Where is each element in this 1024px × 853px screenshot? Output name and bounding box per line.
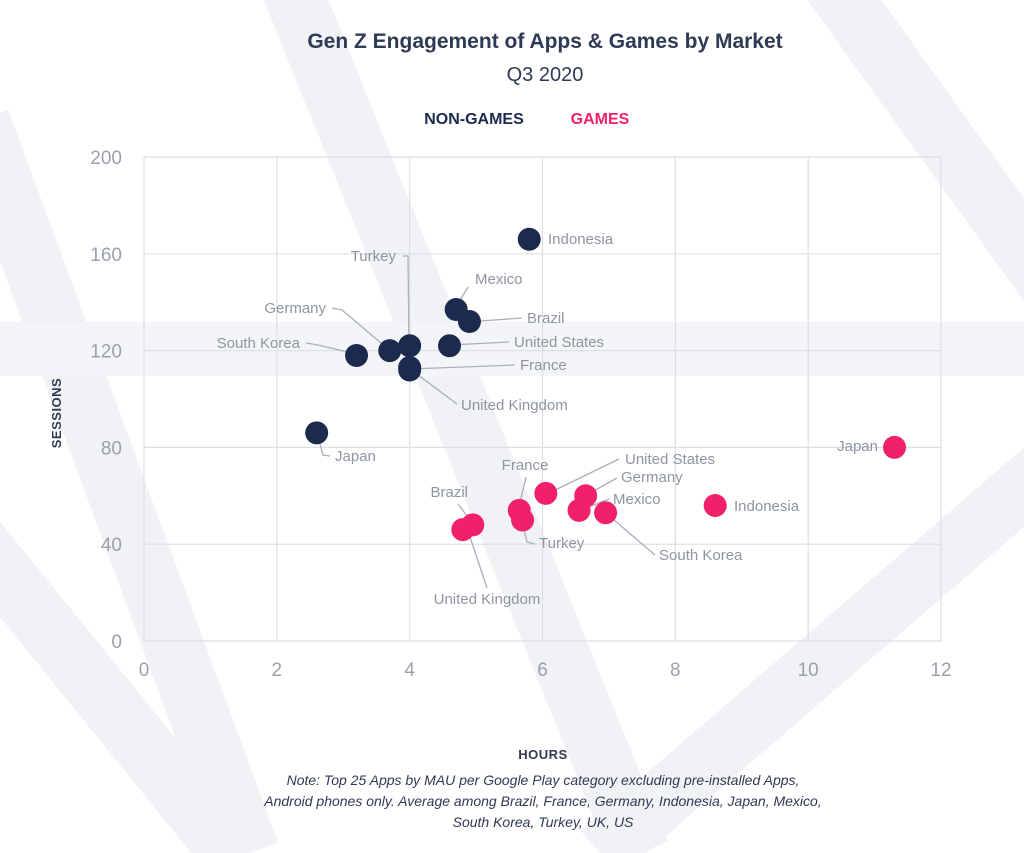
point-games: [883, 435, 907, 459]
y-tick-label: 0: [111, 632, 122, 653]
x-tick-label: 2: [272, 660, 283, 681]
point-label: Germany: [621, 469, 683, 486]
leader-line: [305, 342, 357, 355]
point-label: Germany: [264, 300, 326, 317]
point-non-games: [398, 358, 422, 382]
y-tick-label: 160: [90, 245, 122, 266]
y-tick-label: 80: [101, 438, 122, 459]
leader-line: [606, 513, 656, 556]
point-label: Mexico: [613, 491, 661, 508]
point-label: Mexico: [475, 271, 523, 288]
y-tick-label: 200: [90, 148, 122, 169]
point-non-games: [438, 334, 462, 358]
point-label: Turkey: [351, 248, 397, 265]
point-label: Japan: [837, 438, 878, 455]
point-non-games: [305, 421, 329, 445]
point-non-games: [378, 339, 402, 363]
point-label: Turkey: [539, 535, 585, 552]
x-axis-label: HOURS: [518, 747, 567, 762]
x-tick-label: 8: [670, 660, 681, 681]
background-band: [0, 322, 1024, 376]
point-non-games: [345, 343, 369, 367]
x-tick-label: 6: [537, 660, 548, 681]
chart-subtitle: Q3 2020: [507, 64, 584, 86]
leader-line: [546, 458, 620, 495]
point-label: United States: [514, 334, 604, 351]
leader-line: [331, 307, 389, 350]
point-label: United States: [625, 451, 715, 468]
point-label: South Korea: [217, 335, 301, 352]
point-label: Brazil: [430, 484, 468, 501]
leader-line: [409, 364, 516, 370]
point-games: [511, 508, 535, 532]
note-line-1: Note: Top 25 Apps by MAU per Google Play…: [287, 772, 800, 788]
chart-title: Gen Z Engagement of Apps & Games by Mark…: [307, 30, 782, 53]
point-label: Indonesia: [548, 231, 614, 248]
point-label: France: [520, 357, 567, 374]
point-non-games: [398, 334, 422, 358]
point-label: Brazil: [527, 310, 565, 327]
point-non-games: [457, 310, 481, 334]
y-tick-label: 120: [90, 342, 122, 363]
grid-lines: [143, 156, 942, 642]
point-label: Indonesia: [734, 498, 800, 515]
leader-line: [403, 255, 410, 345]
note-line-3: South Korea, Turkey, UK, US: [453, 814, 634, 830]
point-non-games: [517, 227, 541, 251]
point-label: Japan: [335, 448, 376, 465]
point-label: South Korea: [659, 547, 743, 564]
point-label: United Kingdom: [434, 591, 541, 608]
y-tick-label: 40: [101, 535, 122, 556]
x-tick-label: 4: [404, 660, 415, 681]
point-games: [594, 501, 618, 525]
x-tick-label: 12: [930, 660, 951, 681]
point-games: [534, 481, 558, 505]
point-games: [703, 493, 727, 517]
legend-item-games: GAMES: [571, 111, 630, 128]
x-tick-label: 10: [798, 660, 819, 681]
legend-item-non-games: NON-GAMES: [424, 111, 524, 128]
y-axis-label: SESSIONS: [49, 378, 64, 448]
point-label: France: [502, 457, 549, 474]
data-points: [305, 227, 907, 542]
point-games: [567, 498, 591, 522]
note-line-2: Android phones only. Average among Brazi…: [263, 793, 821, 809]
point-label: United Kingdom: [461, 397, 568, 414]
point-games: [451, 518, 475, 542]
point-labels: Indonesia Mexico Brazil Turkey United States…: [217, 231, 878, 608]
leader-line: [467, 530, 488, 589]
x-tick-label: 0: [139, 660, 150, 681]
